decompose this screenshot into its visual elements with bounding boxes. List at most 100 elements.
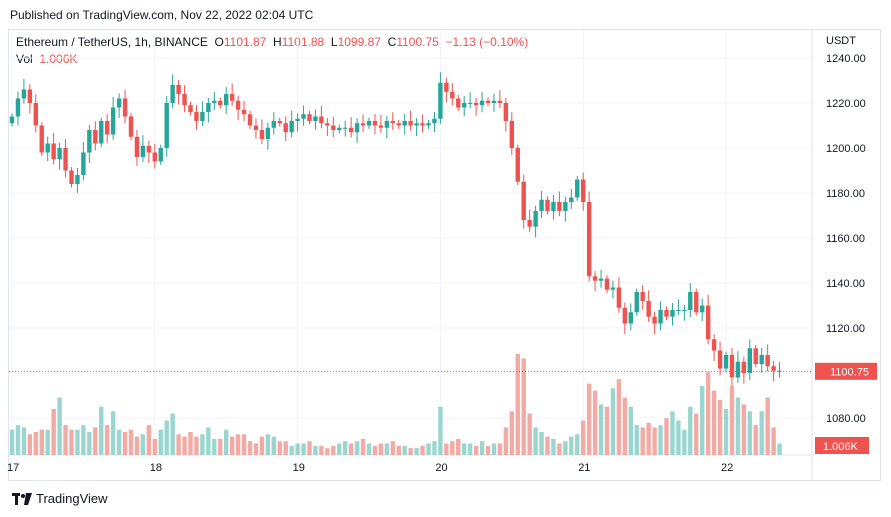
candle-body bbox=[384, 121, 390, 128]
volume-bar bbox=[563, 441, 568, 455]
candle-body bbox=[729, 355, 735, 378]
volume-bar bbox=[539, 432, 544, 455]
volume-bar bbox=[182, 436, 187, 455]
axis-unit-label: USDT bbox=[826, 35, 856, 47]
candle-body bbox=[110, 107, 116, 135]
candle-body bbox=[206, 103, 211, 112]
volume-bar bbox=[646, 422, 651, 455]
candle-body bbox=[592, 276, 598, 281]
candle-body bbox=[354, 123, 360, 133]
candle-body bbox=[390, 121, 395, 124]
y-tick-label: 1180.00 bbox=[826, 188, 865, 200]
candle-body bbox=[289, 121, 294, 133]
volume-bar bbox=[63, 425, 68, 455]
y-tick-label: 1160.00 bbox=[826, 233, 865, 245]
low-label: L bbox=[330, 35, 338, 49]
x-axis-labels: 17 18 19 20 21 22 bbox=[7, 462, 733, 474]
candle-body bbox=[63, 148, 68, 171]
candle-body bbox=[21, 89, 27, 99]
candle-body bbox=[188, 105, 193, 112]
volume-bar bbox=[473, 445, 479, 455]
candle-body bbox=[360, 123, 366, 126]
candle-body bbox=[140, 145, 146, 157]
candle-body bbox=[777, 370, 782, 372]
chart-frame bbox=[8, 29, 881, 481]
volume-bar bbox=[759, 411, 764, 455]
volume-bar bbox=[551, 438, 556, 455]
x-tick-label: 19 bbox=[293, 462, 305, 474]
candle-body bbox=[283, 123, 288, 133]
volume-bar bbox=[75, 429, 80, 455]
volume-bar bbox=[753, 425, 758, 455]
candle-body bbox=[45, 143, 50, 153]
volume-bar bbox=[259, 436, 265, 455]
candle-body bbox=[444, 82, 449, 92]
candle-body bbox=[432, 118, 437, 124]
candle-body bbox=[164, 103, 169, 148]
candle-body bbox=[581, 179, 586, 202]
candle-body bbox=[491, 100, 497, 103]
candle-body bbox=[467, 103, 473, 104]
volume-bar bbox=[134, 436, 140, 455]
candle-body bbox=[735, 361, 741, 378]
volume-bar bbox=[723, 409, 729, 455]
volume-bar bbox=[39, 429, 44, 455]
volume-bar bbox=[616, 379, 622, 455]
candle-body bbox=[521, 181, 526, 220]
candle-body bbox=[569, 197, 574, 202]
candle-body bbox=[396, 123, 401, 126]
volume-bar bbox=[99, 406, 104, 455]
volume-bar bbox=[545, 436, 550, 455]
volume-bar bbox=[128, 429, 134, 455]
volume-bar bbox=[509, 411, 514, 455]
candle-body bbox=[462, 103, 467, 108]
candle-body bbox=[241, 109, 247, 115]
volume-bar bbox=[247, 441, 253, 455]
volume-bar bbox=[741, 404, 747, 455]
volume-bar bbox=[15, 425, 21, 455]
volume-bar bbox=[717, 399, 723, 455]
volume-bar bbox=[640, 427, 645, 455]
volume-bar bbox=[682, 429, 687, 455]
y-tick-label: 1200.00 bbox=[826, 143, 866, 155]
volume-bar bbox=[462, 443, 467, 455]
candle-body bbox=[212, 100, 217, 103]
candle-body bbox=[128, 116, 134, 137]
volume-bar bbox=[426, 443, 431, 455]
volume-bar bbox=[658, 425, 663, 455]
last-volume-badge: 1.006K bbox=[815, 437, 869, 454]
volume-bar bbox=[408, 448, 413, 455]
candle-body bbox=[69, 170, 74, 184]
candle-body bbox=[402, 121, 407, 126]
volume-bar bbox=[164, 420, 169, 455]
volume-bar bbox=[670, 411, 675, 455]
candle-body bbox=[485, 100, 491, 103]
change-value: −1.13 (−0.10%) bbox=[445, 35, 529, 49]
low-value: 1099.87 bbox=[337, 35, 381, 49]
candle-body bbox=[563, 202, 568, 211]
candle-body bbox=[414, 123, 419, 126]
volume-bar bbox=[229, 436, 235, 455]
last-volume-text: 1.006K bbox=[823, 441, 859, 453]
x-tick-label: 22 bbox=[721, 462, 733, 474]
candle-body bbox=[158, 148, 163, 162]
close-label: C bbox=[387, 35, 397, 49]
candle-body bbox=[313, 116, 318, 121]
volume-bar bbox=[491, 443, 497, 455]
candle-body bbox=[331, 125, 336, 130]
volume-bar bbox=[700, 386, 705, 455]
candle-body bbox=[586, 202, 592, 277]
candle-body bbox=[307, 114, 312, 121]
candle-body bbox=[658, 310, 663, 324]
volume-bar bbox=[81, 425, 86, 455]
candle-body bbox=[99, 121, 104, 144]
volume-bar bbox=[93, 427, 98, 455]
volume-bar bbox=[384, 443, 390, 455]
tradingview-logo[interactable]: TradingView bbox=[12, 491, 108, 506]
candle-body bbox=[134, 136, 140, 157]
volume-bar bbox=[581, 420, 586, 455]
candles bbox=[9, 72, 782, 387]
volume-bar bbox=[51, 409, 56, 455]
volume-bar bbox=[622, 397, 628, 455]
